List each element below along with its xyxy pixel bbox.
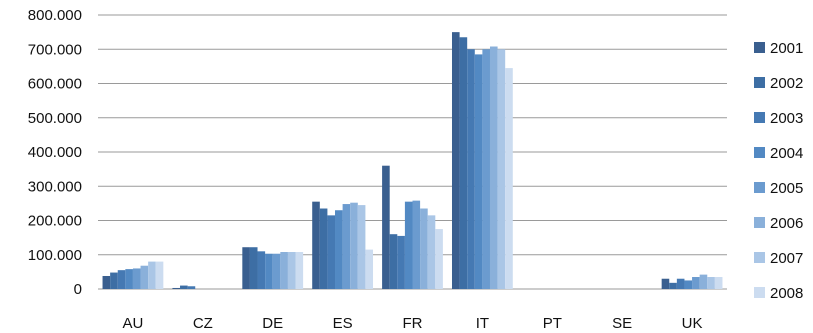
legend-label: 2008 [770, 285, 803, 302]
x-tick-label: IT [476, 315, 489, 332]
legend-label: 2006 [770, 215, 803, 232]
legend-label: 2007 [770, 250, 803, 267]
bar-2007-ES [357, 205, 366, 289]
bar-2003-DE [257, 251, 266, 289]
legend-swatch [754, 147, 765, 158]
bar-2001-IT [451, 32, 460, 290]
legend-swatch [754, 42, 765, 53]
x-tick-label: ES [333, 315, 353, 332]
bar-2008-IT [505, 68, 513, 289]
x-tick-label: AU [123, 315, 144, 332]
y-tick-label: 600.000 [28, 76, 82, 93]
bar-2001-DE [242, 247, 250, 289]
bar-2001-UK [661, 278, 670, 289]
y-tick-label: 100.000 [28, 247, 82, 264]
x-axis-tick-labels: AU CZ DE ES FR IT PT SE UK [123, 315, 703, 332]
bar-2007-AU [148, 261, 156, 289]
bar-2008-ES [365, 249, 374, 289]
y-tick-label: 200.000 [28, 213, 82, 230]
legend-label: 2001 [770, 40, 803, 57]
bar-2005-DE [272, 253, 281, 289]
legend-swatch [754, 287, 765, 298]
bar-2001-CZ [172, 287, 181, 289]
bar-2002-IT [459, 37, 468, 290]
bar-2006-UK [699, 274, 708, 289]
bar-2002-ES [319, 208, 328, 289]
bar-2003-ES [327, 215, 336, 289]
x-tick-label: CZ [193, 315, 213, 332]
legend-label: 2005 [770, 180, 803, 197]
bar-2008-DE [295, 252, 304, 289]
legend-swatch [754, 112, 765, 123]
bar-2002-UK [669, 282, 677, 289]
bars [102, 32, 723, 290]
bar-2006-ES [350, 202, 358, 289]
bar-2005-IT [482, 49, 490, 289]
bar-2006-IT [489, 46, 498, 290]
y-tick-label: 700.000 [28, 41, 82, 58]
bar-2006-FR [420, 208, 428, 289]
legend-label: 2004 [770, 145, 803, 162]
bar-2008-FR [435, 229, 443, 289]
legend-swatch [754, 252, 765, 263]
bar-2004-ES [335, 210, 343, 289]
y-tick-label: 500.000 [28, 110, 82, 127]
bar-2003-IT [467, 49, 475, 289]
y-tick-label: 300.000 [28, 178, 82, 195]
gridlines [98, 14, 727, 290]
legend-label: 2003 [770, 110, 803, 127]
bar-2003-UK [676, 278, 685, 289]
x-tick-label: FR [403, 315, 423, 332]
bar-2006-DE [280, 252, 288, 289]
y-tick-label: 400.000 [28, 144, 82, 161]
bar-2003-FR [397, 235, 405, 289]
y-axis-tick-labels: 0 100.000 200.000 300.000 400.000 500.000 600.… [28, 7, 82, 298]
legend: 2001 2002 2003 2004 2005 2006 2007 2008 [754, 40, 803, 302]
y-tick-label: 800.000 [28, 7, 82, 24]
legend-swatch [754, 182, 765, 193]
bar-2002-FR [389, 234, 398, 289]
x-tick-label: SE [612, 315, 632, 332]
bar-2001-AU [102, 275, 111, 289]
legend-swatch [754, 77, 765, 88]
bar-2008-UK [714, 277, 723, 289]
bar-2002-AU [110, 272, 118, 289]
bar-2003-AU [117, 270, 126, 289]
bar-2001-ES [312, 201, 320, 289]
bar-2002-CZ [180, 285, 188, 289]
bar-2002-DE [249, 247, 258, 289]
bar-2003-CZ [187, 286, 196, 289]
x-tick-label: DE [262, 315, 283, 332]
bar-2007-DE [287, 252, 296, 289]
x-tick-label: PT [543, 315, 562, 332]
bar-2004-IT [474, 54, 483, 289]
bar-2005-UK [692, 277, 700, 289]
bar-2004-DE [265, 253, 273, 289]
bar-2004-UK [684, 280, 693, 289]
bar-2001-FR [382, 165, 390, 289]
legend-label: 2002 [770, 75, 803, 92]
y-tick-label: 0 [74, 281, 82, 298]
bar-2007-IT [497, 49, 506, 289]
legend-swatch [754, 217, 765, 228]
bar-2006-AU [140, 265, 149, 289]
bar-2005-FR [412, 200, 421, 289]
bar-2004-AU [125, 269, 133, 289]
bar-2007-UK [707, 277, 715, 289]
bar-2008-AU [155, 261, 164, 289]
bar-2007-FR [427, 215, 436, 289]
bar-2005-ES [342, 204, 351, 289]
x-tick-label: UK [682, 315, 703, 332]
bar-2005-AU [132, 268, 141, 289]
bar-2004-FR [404, 201, 413, 289]
